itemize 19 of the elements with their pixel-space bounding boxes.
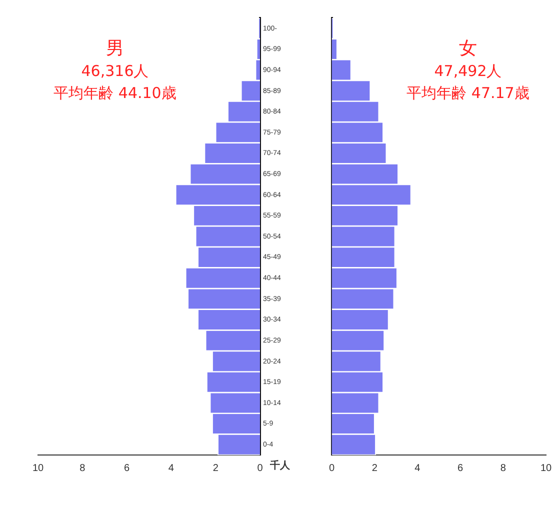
text: 男 [105,38,125,60]
x-tick-label: 8 [500,462,506,474]
x-tick-label: 0 [329,462,335,474]
annotation: 平均年齢 44.10歳 [52,83,178,104]
x-tick-label: 0 [257,462,264,474]
x-tick-label: 2 [372,462,378,474]
x-tick-label: 10 [540,462,552,474]
x-tick-label: 4 [168,462,174,474]
text: 女 [458,38,478,60]
text: 47,492人 [433,61,503,82]
text: 46,316人 [80,61,150,82]
annotation: 平均年齢 47.17歳 [406,83,530,104]
x-tick-label: 2 [212,462,219,474]
x-axis-title: 千人 [269,460,291,472]
x-tick-label: 10 [32,462,44,474]
x-tick-label: 6 [124,462,130,474]
x-tick-label: 6 [458,462,464,474]
x-tick-label: 4 [414,462,421,474]
x-tick-label: 8 [80,462,86,474]
